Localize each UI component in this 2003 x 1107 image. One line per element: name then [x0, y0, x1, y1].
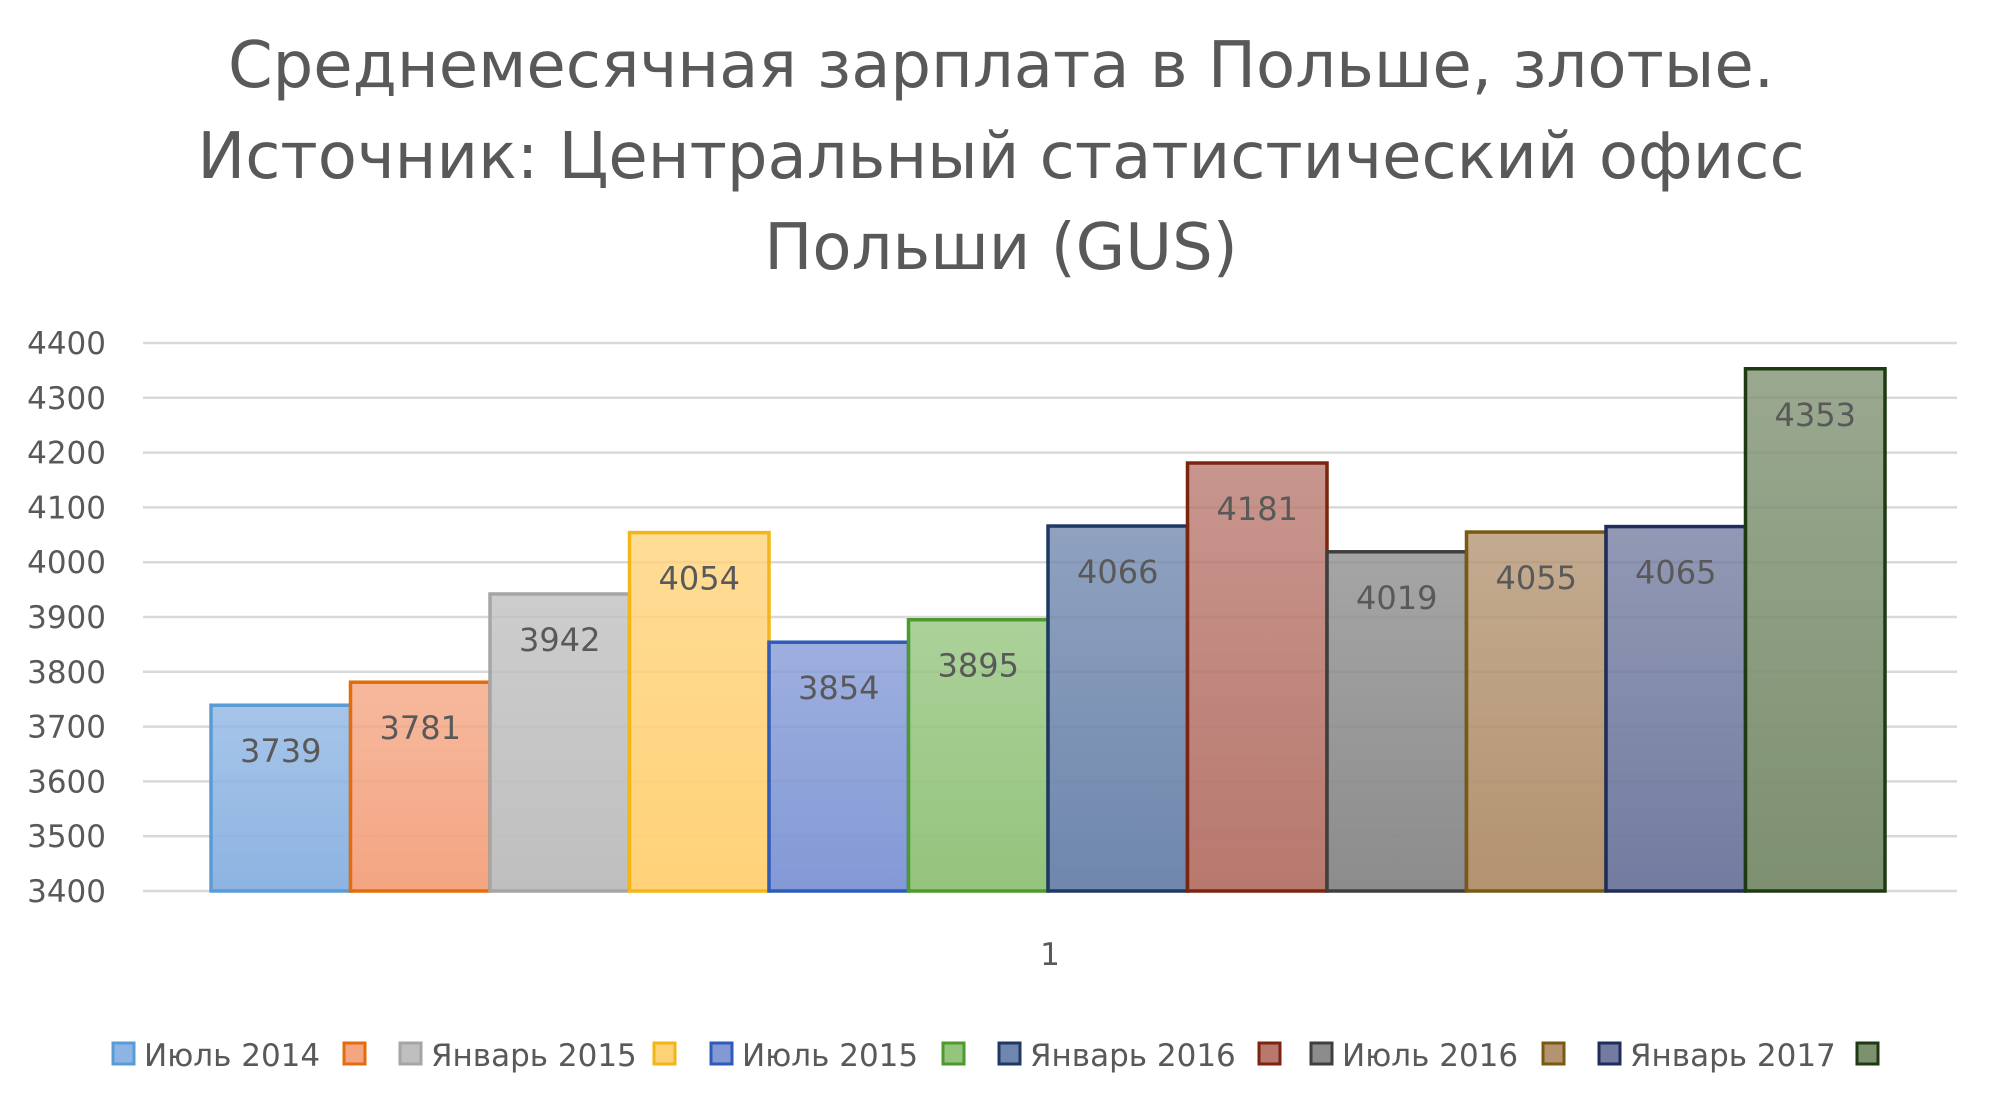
legend: Июль 2014 Январь 2015 Июль 2015 Январь 2016…	[111, 1038, 1880, 1074]
bar-value-label: 4066	[1077, 553, 1158, 591]
bar	[767, 640, 911, 893]
legend-swatch	[398, 1041, 423, 1066]
y-tick-label: 3600	[27, 764, 106, 800]
chart-title-line-3: Польши (GUS)	[764, 211, 1237, 285]
bar	[1743, 367, 1887, 893]
data-labels: 3739 3781 3942 4054 3854 3895 4066 4181 4019 4055…	[240, 396, 1856, 770]
chart-title-line-2: Источник: Центральный статистический офи…	[197, 120, 1804, 194]
x-axis-category-label: 1	[1040, 937, 1060, 973]
legend-swatch	[1855, 1041, 1880, 1066]
bar-value-label: 3895	[938, 647, 1019, 685]
bar	[348, 680, 492, 893]
y-tick-label: 4300	[27, 381, 106, 417]
bar	[209, 703, 353, 893]
y-axis-tick-labels: 3400 3500 3600 3700 3800 3900 4000 4100 4200 4300…	[27, 326, 106, 910]
bar-value-label: 4019	[1356, 579, 1437, 617]
legend-swatch	[652, 1041, 677, 1066]
legend-swatch	[1597, 1041, 1622, 1066]
bar-value-label: 4065	[1635, 554, 1716, 592]
legend-label: Июль 2016	[1342, 1038, 1518, 1074]
bar-value-label: 4353	[1775, 396, 1856, 434]
bar	[627, 530, 771, 893]
legend-swatch	[342, 1041, 367, 1066]
legend-label: Январь 2017	[1630, 1038, 1836, 1074]
bar-value-label: 3942	[519, 621, 600, 659]
legend-label: Январь 2016	[1030, 1038, 1236, 1074]
legend-swatch	[111, 1041, 136, 1066]
legend-swatch	[1257, 1041, 1282, 1066]
bar	[1325, 550, 1469, 893]
bar-value-label: 4055	[1496, 559, 1577, 597]
bar	[906, 617, 1050, 893]
bar	[1046, 524, 1190, 893]
legend-label: Июль 2015	[742, 1038, 918, 1074]
bar-value-label: 4181	[1217, 490, 1298, 528]
y-tick-label: 3700	[27, 710, 106, 746]
y-tick-label: 3800	[27, 655, 106, 691]
chart-title-line-1: Среднемесячная зарплата в Польше, злотые…	[228, 29, 1774, 103]
legend-swatch	[709, 1041, 734, 1066]
y-tick-label: 3500	[27, 819, 106, 855]
y-tick-label: 4200	[27, 436, 106, 472]
bar-value-label: 3739	[240, 732, 321, 770]
bars	[209, 367, 1887, 893]
legend-swatch	[997, 1041, 1022, 1066]
bar-value-label: 3854	[798, 669, 879, 707]
bar-value-label: 3781	[380, 709, 461, 747]
chart-title: Среднемесячная зарплата в Польше, злотые…	[197, 29, 1804, 285]
y-tick-label: 3900	[27, 600, 106, 636]
legend-label: Январь 2015	[431, 1038, 637, 1074]
bar	[1464, 530, 1608, 893]
bar	[1604, 524, 1748, 893]
legend-swatch	[1541, 1041, 1566, 1066]
legend-label: Июль 2014	[144, 1038, 320, 1074]
y-tick-label: 4000	[27, 545, 106, 581]
legend-swatch	[941, 1041, 966, 1066]
legend-swatch	[1309, 1041, 1334, 1066]
y-tick-label: 4100	[27, 490, 106, 526]
y-tick-label: 4400	[27, 326, 106, 362]
bar-value-label: 4054	[659, 560, 740, 598]
y-tick-label: 3400	[27, 874, 106, 910]
